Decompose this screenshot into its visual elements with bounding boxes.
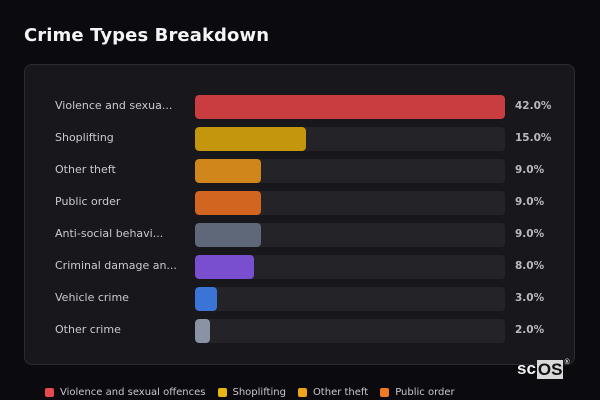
bar-label: Criminal damage an...: [55, 259, 177, 272]
chart-legend: Violence and sexual offences Shoplifting O…: [45, 387, 455, 398]
bar-fill[interactable]: [195, 95, 505, 119]
bar-track: [195, 287, 505, 311]
legend-swatch-icon: [45, 388, 54, 397]
bar-value: 42.0%: [515, 100, 552, 112]
bar-value: 2.0%: [515, 324, 545, 336]
bar-track: [195, 95, 505, 119]
legend-item[interactable]: Other theft: [297, 387, 369, 398]
bar-track: [195, 191, 505, 215]
bar-label: Anti-social behavi...: [55, 227, 164, 240]
legend-item[interactable]: Violence and sexual offences: [45, 387, 206, 398]
bar-track: [195, 319, 505, 343]
bar-fill[interactable]: [195, 159, 262, 183]
bar-track: [195, 127, 505, 151]
registered-mark-icon: ®: [564, 359, 570, 366]
bar-fill[interactable]: [195, 127, 306, 151]
legend-label: Public order: [395, 387, 455, 398]
bar-label: Public order: [55, 195, 121, 208]
bar-row[interactable]: Anti-social behavi... 9.0%: [25, 223, 574, 247]
bar-fill[interactable]: [195, 255, 255, 279]
bar-value: 8.0%: [515, 260, 545, 272]
bar-track: [195, 255, 505, 279]
bar-track: [195, 159, 505, 183]
bar-label: Violence and sexua...: [55, 99, 173, 112]
bar-value: 9.0%: [515, 164, 545, 176]
chart-title: Crime Types Breakdown: [24, 25, 270, 46]
bar-row[interactable]: Other crime 2.0%: [25, 319, 574, 343]
bar-row[interactable]: Shoplifting 15.0%: [25, 127, 574, 151]
bar-label: Shoplifting: [55, 131, 114, 144]
bar-value: 3.0%: [515, 292, 545, 304]
bar-row[interactable]: Other theft 9.0%: [25, 159, 574, 183]
bar-row[interactable]: Public order 9.0%: [25, 191, 574, 215]
bar-value: 9.0%: [515, 228, 545, 240]
legend-label: Shoplifting: [232, 387, 286, 398]
bar-fill[interactable]: [195, 287, 218, 311]
bar-label: Vehicle crime: [55, 291, 129, 304]
legend-item[interactable]: Shoplifting: [217, 387, 286, 398]
bar-row[interactable]: Violence and sexua... 42.0%: [25, 95, 574, 119]
bar-value: 15.0%: [515, 132, 552, 144]
bar-track: [195, 223, 505, 247]
bar-fill[interactable]: [195, 319, 210, 343]
bar-value: 9.0%: [515, 196, 545, 208]
legend-label: Other theft: [312, 387, 369, 398]
bar-fill[interactable]: [195, 191, 262, 215]
legend-swatch-icon: [217, 388, 227, 397]
legend-label: Violence and sexual offences: [60, 387, 206, 398]
legend-item[interactable]: Public order: [380, 387, 455, 398]
chart-card: Violence and sexua... 42.0% Shoplifting 15.…: [24, 64, 575, 365]
bar-fill[interactable]: [195, 223, 262, 247]
brand-logo: sc OS ®: [517, 359, 570, 379]
logo-highlight: OS: [536, 360, 564, 379]
logo-prefix: sc: [517, 359, 536, 378]
bar-row[interactable]: Criminal damage an... 8.0%: [25, 255, 574, 279]
legend-swatch-icon: [297, 388, 307, 397]
bar-row[interactable]: Vehicle crime 3.0%: [25, 287, 574, 311]
bar-label: Other crime: [55, 323, 121, 336]
legend-swatch-icon: [380, 388, 390, 397]
bar-label: Other theft: [55, 163, 116, 176]
